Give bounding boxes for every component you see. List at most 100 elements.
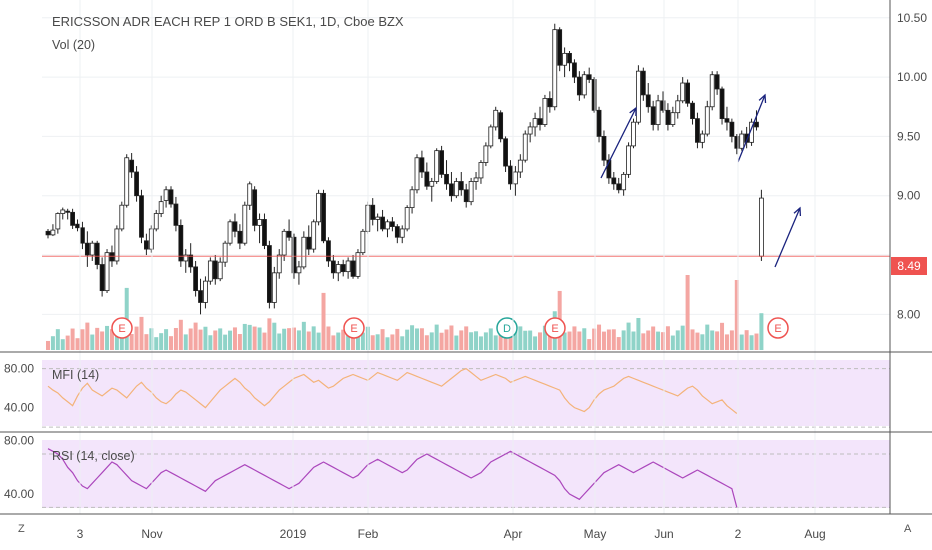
volume-bar [749, 335, 754, 350]
volume-bar [424, 335, 429, 350]
candle [153, 213, 159, 230]
volume-bar [228, 330, 233, 350]
volume-bar [606, 329, 611, 350]
candle [237, 230, 243, 244]
candle [114, 228, 120, 262]
candle [94, 242, 100, 265]
candle [271, 272, 277, 303]
rsi-tick-label: 80.00 [4, 434, 34, 448]
volume-bar [700, 334, 705, 350]
event-marker [111, 317, 133, 339]
candle [321, 192, 326, 242]
candle [266, 245, 272, 303]
candle [434, 150, 440, 182]
candle [522, 133, 528, 161]
mfi-tick-label: 40.00 [4, 401, 34, 415]
volume-bar [498, 328, 503, 350]
volume-bar [528, 330, 533, 350]
candle [198, 290, 203, 303]
volume-bar [95, 327, 100, 350]
candle [439, 150, 445, 175]
volume-bar [257, 327, 262, 350]
candle [227, 221, 233, 244]
candle [601, 136, 607, 161]
time-tick-label: 3 [77, 527, 84, 541]
volume-bar [119, 329, 124, 350]
candle [276, 254, 282, 274]
volume-bar [444, 329, 449, 350]
volume-bar [518, 326, 523, 350]
candle [139, 195, 144, 238]
volume-bar [292, 327, 296, 350]
trend-arrow-head [758, 93, 767, 104]
candle [527, 126, 533, 135]
candle [143, 240, 149, 250]
candle [709, 74, 715, 108]
symbol-title: ERICSSON ADR EACH REP 1 ORD B SEK1, 1D, … [52, 14, 404, 29]
candle [394, 226, 400, 238]
candle [257, 219, 262, 226]
candle [355, 252, 361, 277]
candle [690, 102, 695, 120]
volume-bar [380, 329, 385, 350]
volume-bar [439, 332, 444, 350]
volume-bar [729, 330, 734, 350]
volume-bar [636, 318, 641, 350]
candle [606, 159, 612, 179]
volume-bar [656, 331, 661, 350]
candle [84, 242, 90, 256]
volume-bar [542, 325, 547, 350]
candle [739, 133, 745, 149]
event-marker [767, 317, 789, 339]
candle [173, 203, 179, 226]
volume-bar [90, 334, 95, 350]
candle [660, 100, 666, 111]
candle [537, 118, 543, 125]
volume-bar [759, 313, 764, 350]
volume-bar [331, 335, 336, 350]
volume-bar [685, 275, 690, 350]
auto-scale-icon[interactable]: A [904, 523, 912, 535]
candle [286, 230, 292, 238]
volume-bar [533, 336, 538, 350]
volume-bar [670, 335, 675, 350]
candle [80, 227, 85, 244]
candle [281, 230, 287, 256]
candle [360, 230, 366, 254]
volume-bar [267, 318, 272, 350]
candle [478, 162, 484, 179]
candle [424, 171, 430, 187]
candle [631, 121, 636, 147]
candle [449, 183, 454, 197]
timezone-icon[interactable]: Z [18, 523, 25, 535]
volume-bar [144, 334, 149, 350]
volume-bar [341, 329, 346, 350]
volume-bar [385, 337, 390, 350]
candle [444, 173, 449, 185]
volume-bar [547, 336, 552, 350]
candle [576, 76, 582, 96]
candle [168, 189, 174, 205]
candle [55, 213, 61, 230]
volume-bar [611, 329, 616, 350]
volume-bar [70, 328, 75, 350]
candle [301, 236, 307, 268]
volume-bar [661, 332, 665, 350]
volume-bar [616, 337, 621, 350]
volume-bar [459, 330, 464, 350]
candle [645, 94, 651, 108]
volume-bar [744, 330, 749, 350]
candle [203, 280, 208, 303]
volume-bar [592, 328, 597, 350]
volume-bar [680, 325, 685, 350]
candle [306, 236, 312, 250]
volume-bar [626, 322, 631, 350]
candle [340, 264, 346, 273]
event-marker [496, 317, 518, 339]
volume-bar [60, 339, 65, 350]
volume-bar [523, 330, 528, 350]
candle [370, 204, 376, 220]
candle [503, 138, 508, 167]
